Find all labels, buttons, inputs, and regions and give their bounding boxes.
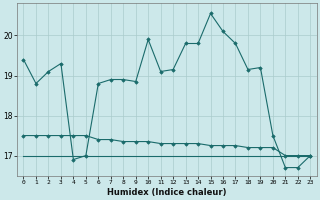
X-axis label: Humidex (Indice chaleur): Humidex (Indice chaleur) bbox=[107, 188, 227, 197]
